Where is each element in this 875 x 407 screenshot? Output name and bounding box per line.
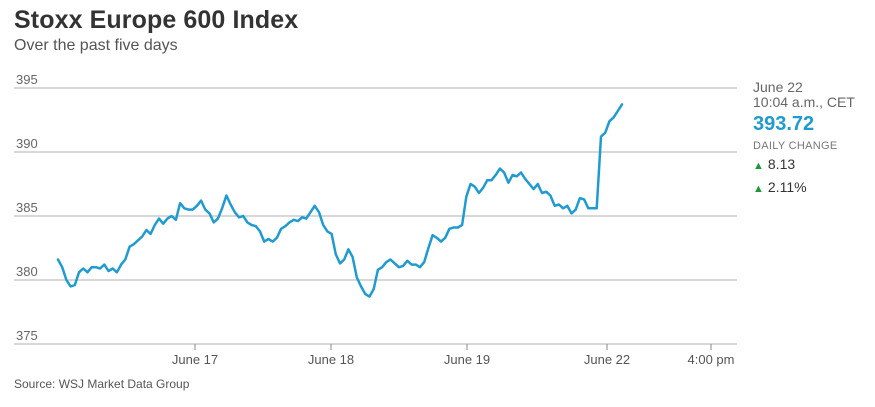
quote-price: 393.72	[753, 113, 815, 135]
change-points-row: ▲ 8.13	[753, 155, 873, 175]
x-tick-label: June 19	[444, 352, 490, 367]
y-tick-label: 390	[16, 136, 38, 151]
x-axis-labels: June 17 June 18 June 19 June 22 4:00 pm	[172, 352, 735, 367]
quote-date: June 22	[753, 79, 803, 95]
daily-change-label: DAILY CHANGE	[753, 140, 838, 152]
latest-quote-panel: June 22 10:04 a.m., CET 393.72 DAILY CHA…	[753, 80, 873, 198]
x-tick-label: 4:00 pm	[688, 352, 735, 367]
y-tick-label: 380	[16, 264, 38, 279]
y-tick-label: 385	[16, 200, 38, 215]
x-tick-label: June 17	[172, 352, 218, 367]
change-percent-row: ▲ 2.11%	[753, 178, 873, 198]
change-points: 8.13	[767, 156, 796, 172]
up-arrow-icon: ▲	[753, 160, 764, 172]
source-note: Source: WSJ Market Data Group	[14, 377, 190, 391]
x-axis-ticks	[194, 344, 712, 350]
y-axis-labels: 395 390 385 380 375	[16, 72, 38, 343]
gridlines	[14, 87, 737, 345]
up-arrow-icon: ▲	[753, 183, 764, 195]
y-tick-label: 375	[16, 328, 38, 343]
chart-title: Stoxx Europe 600 Index	[14, 6, 299, 34]
change-percent: 2.11%	[767, 179, 807, 195]
quote-time: 10:04 a.m., CET	[753, 94, 855, 110]
x-tick-label: June 22	[584, 352, 630, 367]
x-tick-label: June 18	[308, 352, 354, 367]
chart-subtitle: Over the past five days	[14, 37, 178, 54]
y-tick-label: 395	[16, 72, 38, 87]
index-price-line	[56, 103, 624, 298]
